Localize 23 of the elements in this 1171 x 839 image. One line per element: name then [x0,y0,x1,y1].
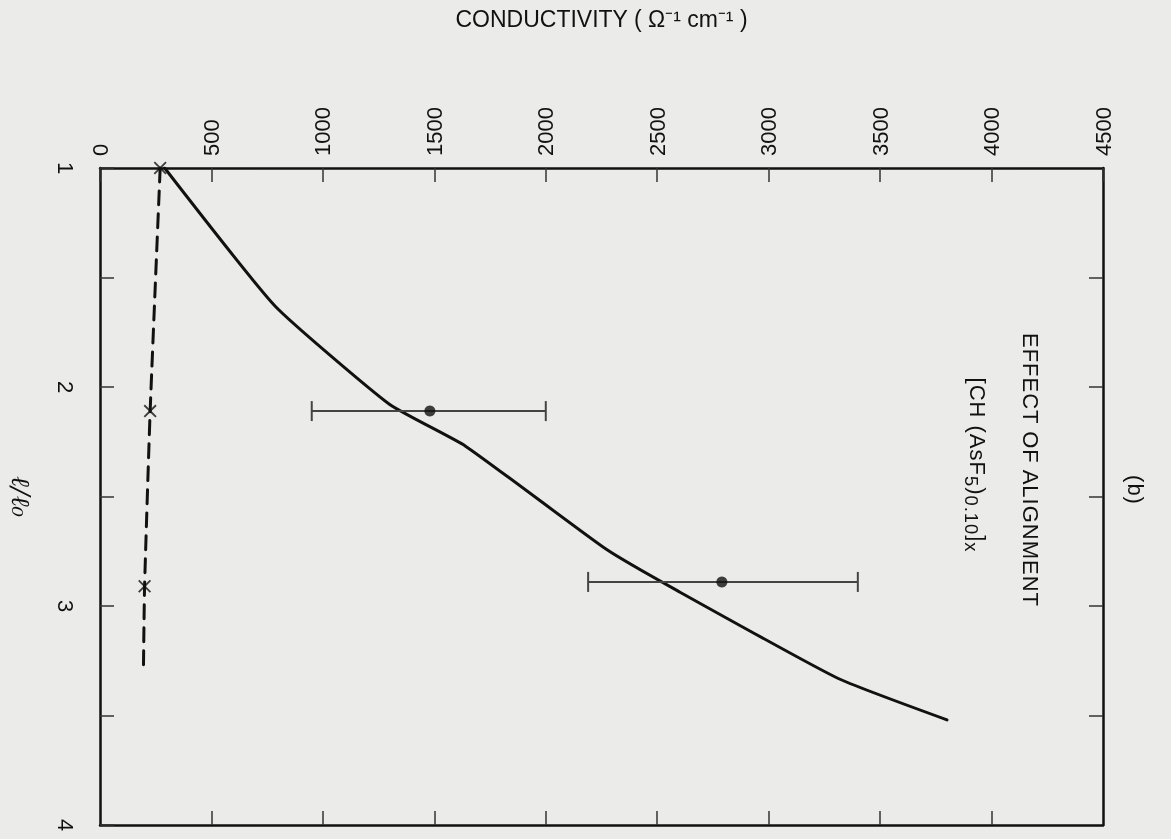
point [424,405,436,417]
x-tick-label: 3000 [756,107,782,156]
x-tick-label: 4500 [1090,107,1116,156]
x-tick-label: 4000 [979,107,1005,156]
point [153,161,167,175]
x-tick-label: 3500 [867,107,893,156]
x-tick-label: 1500 [421,107,447,156]
y-tick-label: 4 [52,818,78,832]
point [143,404,157,418]
y-axis-title: ℓ/ℓ₀ [6,476,36,518]
x-tick-label: 500 [198,119,224,156]
point [138,579,152,593]
x-tick-label: 0 [87,143,113,156]
y-tick-label: 2 [52,380,78,394]
x-tick-label: 2000 [533,107,559,156]
annotation: EFFECT OF ALIGNMENT [1017,332,1043,608]
y-tick-label: 3 [52,599,78,613]
x-axis-title: CONDUCTIVITY ( Ω⁻¹ cm⁻¹ ) [455,5,748,32]
x-tick-label: 1000 [310,107,336,156]
x-tick-label: 2500 [644,107,670,156]
point [716,576,728,588]
text: (b) [1122,475,1148,505]
y-tick-label: 1 [52,161,78,175]
